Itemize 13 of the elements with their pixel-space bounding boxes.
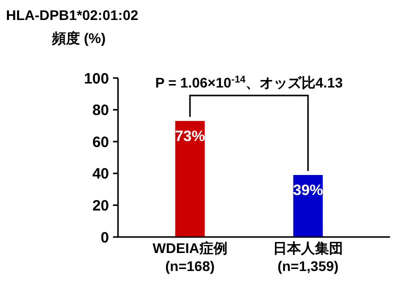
y-tick-label: 20	[92, 197, 109, 214]
y-tick-label: 40	[92, 166, 109, 183]
y-tick-label: 60	[92, 134, 109, 151]
y-tick-label: 100	[84, 70, 109, 88]
data-label: 73%	[174, 128, 205, 145]
x-tick-label: WDEIA症例 (n=168)	[152, 240, 228, 274]
y-tick-label: 80	[92, 102, 109, 120]
annotation: P = 1.06×10$^{-14}$、オッズ比4.13	[155, 74, 343, 90]
y-axis-title: 頻度 (%)	[51, 30, 106, 46]
data-label: 39%	[293, 182, 324, 199]
chart-title: HLA-DPB1*02:01:02	[6, 7, 138, 23]
x-tick-label: 日本人集団 (n=1,359)	[273, 240, 344, 274]
y-tick-label: 0	[100, 229, 109, 246]
